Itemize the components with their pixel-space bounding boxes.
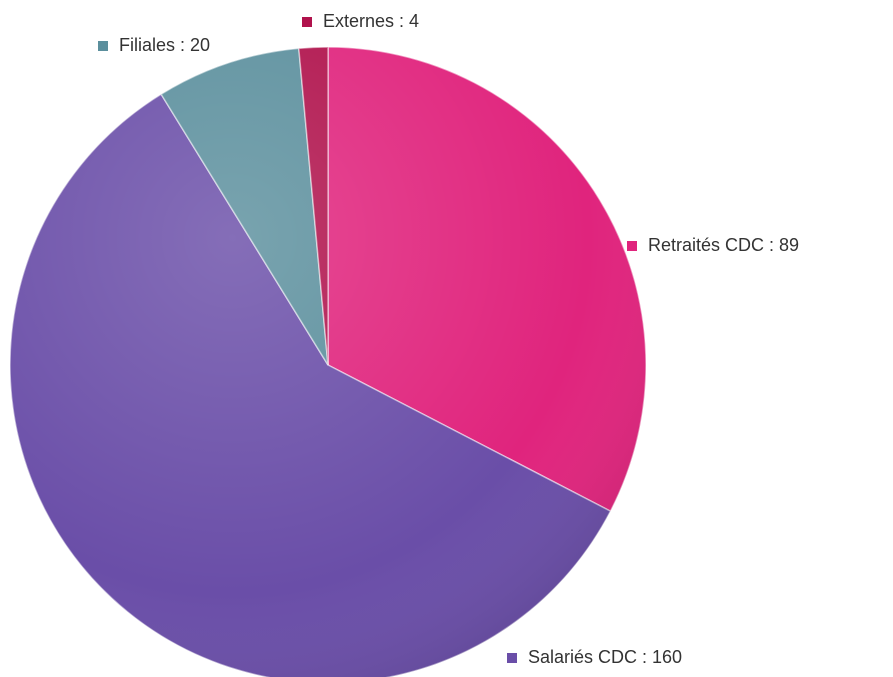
- data-label: Filiales : 20: [119, 35, 210, 55]
- data-label: Salariés CDC : 160: [528, 647, 682, 667]
- legend-swatch: [98, 41, 108, 51]
- data-label: Externes : 4: [323, 11, 419, 31]
- labels: Retraités CDC : 89 Salariés CDC : 160 Fili…: [98, 11, 799, 667]
- data-label: Retraités CDC : 89: [648, 235, 799, 255]
- pie: [9, 46, 647, 677]
- legend-swatch: [627, 241, 637, 251]
- legend-swatch: [507, 653, 517, 663]
- legend-swatch: [302, 17, 312, 27]
